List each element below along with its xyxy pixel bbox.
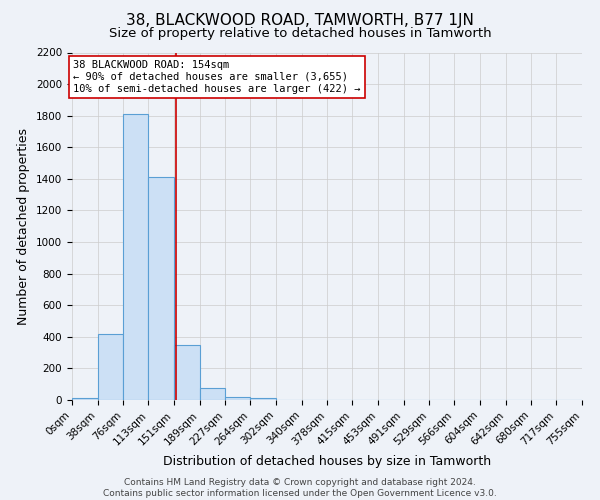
- Y-axis label: Number of detached properties: Number of detached properties: [17, 128, 31, 325]
- Bar: [200, 388, 226, 400]
- Bar: [250, 398, 276, 400]
- Text: 38 BLACKWOOD ROAD: 154sqm
← 90% of detached houses are smaller (3,655)
10% of se: 38 BLACKWOOD ROAD: 154sqm ← 90% of detac…: [73, 60, 361, 94]
- X-axis label: Distribution of detached houses by size in Tamworth: Distribution of detached houses by size …: [163, 455, 491, 468]
- Text: Size of property relative to detached houses in Tamworth: Size of property relative to detached ho…: [109, 28, 491, 40]
- Bar: [174, 344, 200, 400]
- Bar: [98, 334, 124, 400]
- Bar: [124, 114, 148, 400]
- Bar: [226, 397, 250, 400]
- Bar: [72, 398, 98, 400]
- Text: 38, BLACKWOOD ROAD, TAMWORTH, B77 1JN: 38, BLACKWOOD ROAD, TAMWORTH, B77 1JN: [126, 12, 474, 28]
- Text: Contains HM Land Registry data © Crown copyright and database right 2024.
Contai: Contains HM Land Registry data © Crown c…: [103, 478, 497, 498]
- Bar: [148, 178, 174, 400]
